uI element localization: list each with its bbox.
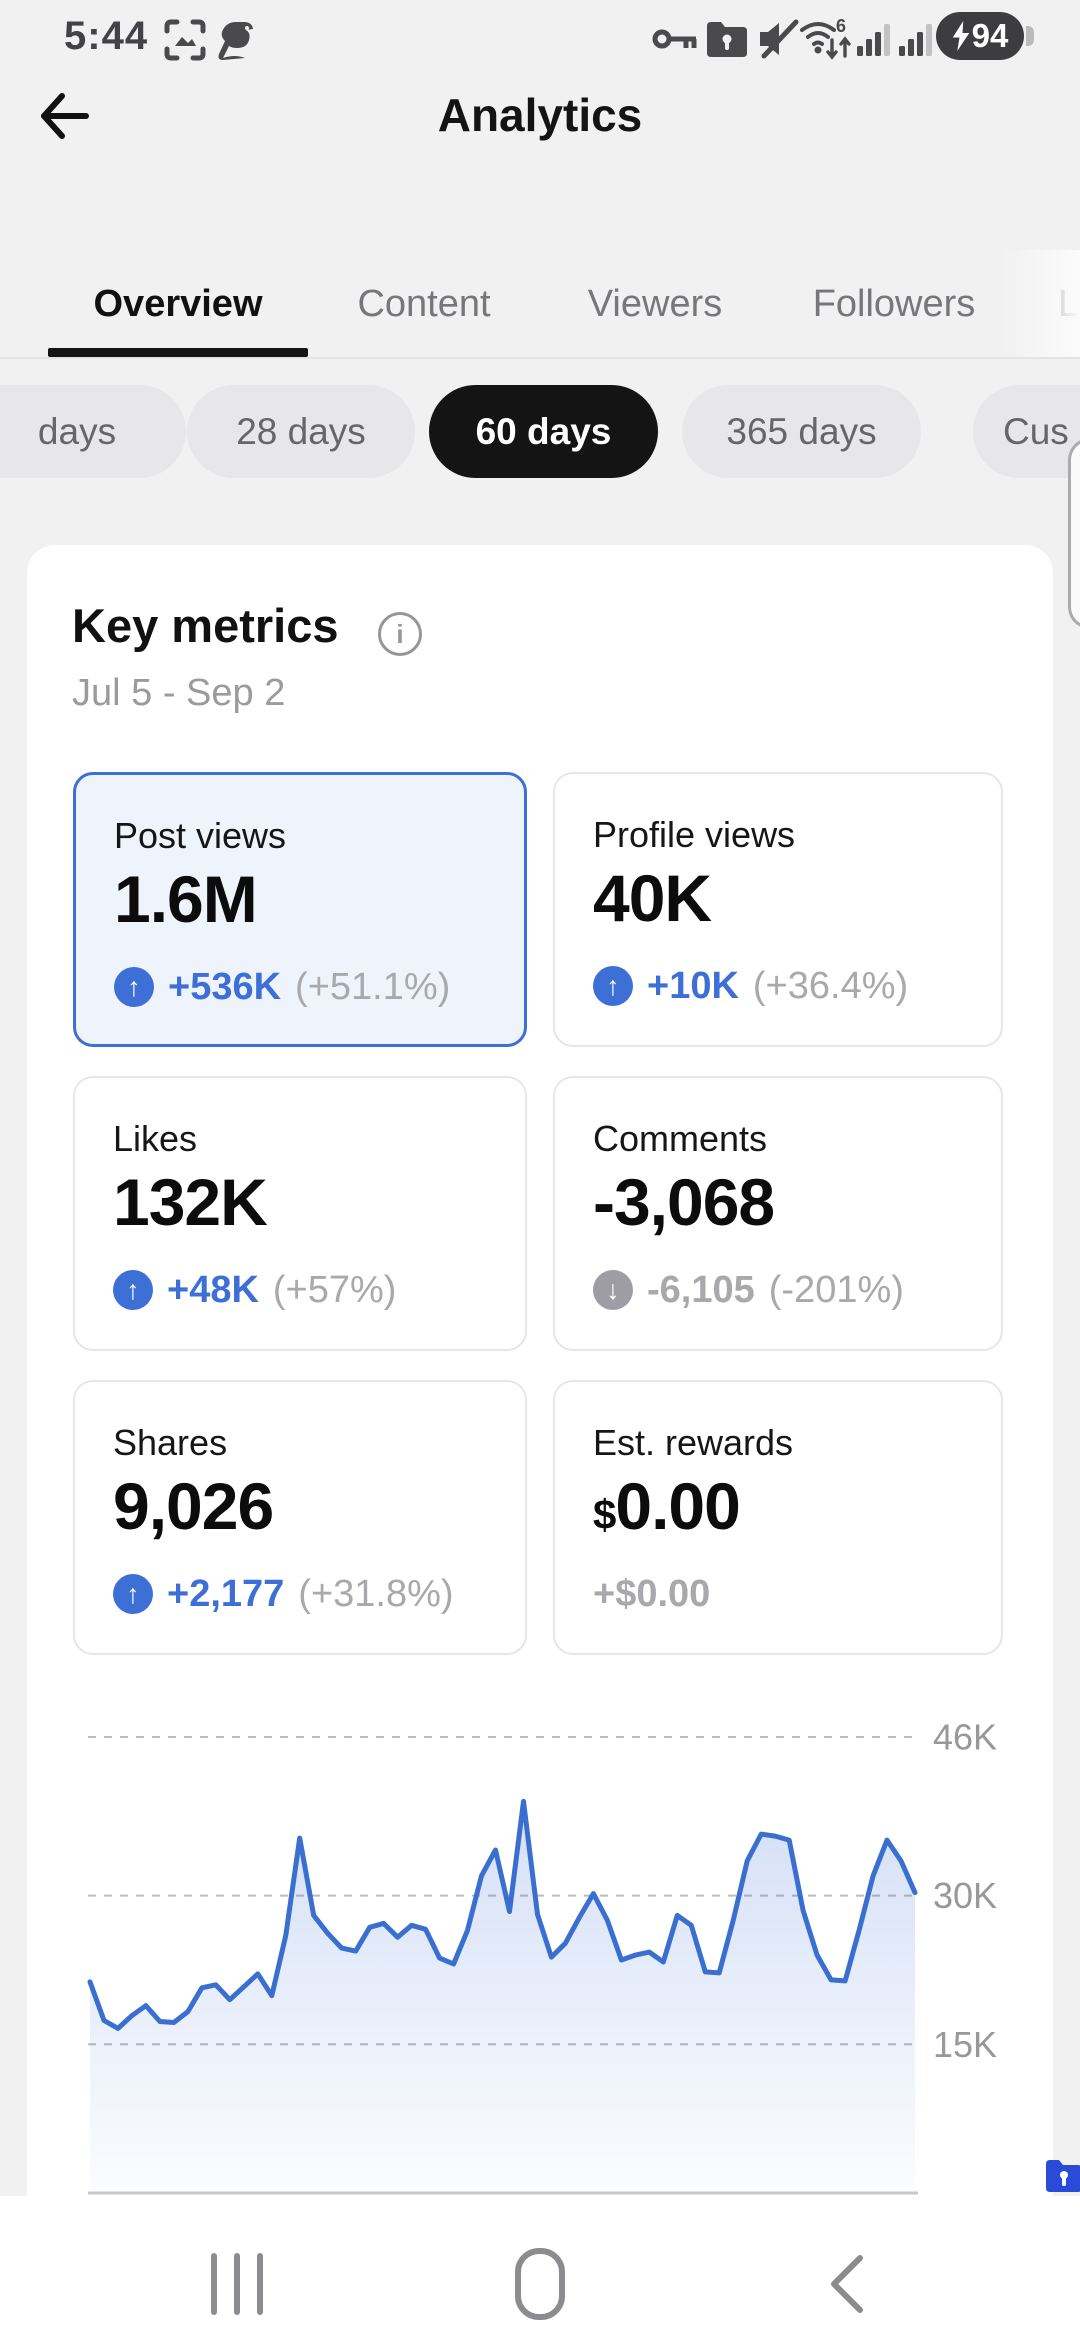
active-tab-underline — [48, 348, 308, 357]
chart-line — [87, 1798, 918, 2031]
metric-value: $0.00 — [593, 1469, 741, 1543]
metric-label: Post views — [114, 815, 287, 856]
metric-delta-row: ↑ +536K (+51.1%) — [114, 965, 450, 1009]
secure-folder-status-icon — [707, 22, 747, 57]
delta-value: +536K — [168, 965, 282, 1008]
delta-percent: (+51.1%) — [295, 965, 451, 1008]
metric-card-post-views[interactable]: Post views 1.6M ↑ +536K (+51.1%) — [73, 772, 527, 1047]
delta-value: +10K — [647, 964, 739, 1007]
tabs-divider — [0, 357, 1080, 359]
metric-value: 132K — [113, 1165, 268, 1239]
wifi6-icon: 6 — [800, 16, 851, 60]
metric-delta-row: +$0.00 — [593, 1572, 710, 1616]
tab-overview[interactable]: Overview — [93, 282, 263, 325]
section-title: Key metrics — [72, 599, 339, 652]
date-range: Jul 5 - Sep 2 — [72, 672, 286, 714]
battery-nub — [1026, 26, 1034, 46]
metric-delta-row: ↑ +2,177 (+31.8%) — [113, 1572, 454, 1616]
delta-percent: (+31.8%) — [298, 1572, 454, 1615]
svg-text:30K: 30K — [933, 1875, 997, 1916]
chip-7-days-partial[interactable]: days — [0, 385, 186, 478]
key-icon — [652, 29, 697, 49]
metric-value: 1.6M — [114, 862, 258, 936]
tabs-edge-fade — [1000, 250, 1080, 357]
svg-text:15K: 15K — [933, 2024, 997, 2065]
battery-indicator: 94 — [936, 12, 1024, 60]
metric-label: Est. rewards — [593, 1422, 794, 1463]
delta-value: -6,105 — [647, 1268, 755, 1311]
chip-60-days[interactable]: 60 days — [429, 385, 658, 478]
charging-bolt-icon — [952, 21, 969, 51]
delta-value: +48K — [167, 1268, 259, 1311]
mute-icon — [760, 19, 799, 59]
metric-label: Comments — [593, 1118, 768, 1159]
metric-card-shares[interactable]: Shares 9,026 ↑ +2,177 (+31.8%) — [73, 1380, 527, 1655]
delta-percent: (-201%) — [768, 1268, 904, 1311]
edge-panel-handle[interactable] — [1068, 438, 1080, 629]
metric-label: Shares — [113, 1422, 228, 1463]
secure-folder-float-icon[interactable] — [1044, 2156, 1080, 2196]
back-arrow-icon — [41, 93, 89, 139]
nav-back-button[interactable] — [824, 2252, 868, 2316]
delta-percent: (+57%) — [272, 1268, 397, 1311]
signal-icon-2 — [899, 24, 932, 56]
trend-down-icon: ↓ — [593, 1270, 633, 1310]
chip-28-days[interactable]: 28 days — [187, 385, 415, 478]
trend-up-icon: ↑ — [593, 966, 633, 1006]
nav-home-button[interactable] — [515, 2248, 565, 2320]
signal-icon — [857, 24, 890, 56]
app-mascot-icon — [218, 22, 253, 60]
chart-area-fill — [90, 1801, 915, 2193]
delta-value: +2,177 — [167, 1572, 285, 1615]
tab-viewers[interactable]: Viewers — [587, 282, 723, 325]
metric-card-est-rewards[interactable]: Est. rewards $0.00 +$0.00 — [553, 1380, 1003, 1655]
battery-percent: 94 — [971, 17, 1009, 54]
trend-up-icon: ↑ — [113, 1574, 153, 1614]
metric-value: 9,026 — [113, 1469, 274, 1543]
svg-text:6: 6 — [836, 16, 846, 36]
nav-recents-button[interactable] — [211, 2253, 263, 2315]
currency-prefix: $ — [593, 1491, 616, 1538]
metric-card-likes[interactable]: Likes 132K ↑ +48K (+57%) — [73, 1076, 527, 1351]
metric-value: -3,068 — [593, 1165, 775, 1239]
svg-text:46K: 46K — [933, 1717, 997, 1758]
metric-card-profile-views[interactable]: Profile views 40K ↑ +10K (+36.4%) — [553, 772, 1003, 1047]
info-icon[interactable]: i — [378, 612, 422, 656]
metric-delta-row: ↑ +48K (+57%) — [113, 1268, 396, 1312]
metric-label: Likes — [113, 1118, 198, 1159]
delta-value: +$0.00 — [593, 1572, 711, 1615]
chart-y-axis-labels: 46K 30K 15K — [933, 1717, 997, 2065]
delta-percent: (+36.4%) — [752, 964, 909, 1007]
metric-card-comments[interactable]: Comments -3,068 ↓ -6,105 (-201%) — [553, 1076, 1003, 1351]
page-title: Analytics — [437, 89, 643, 141]
status-time: 5:44 — [64, 14, 149, 58]
trend-up-icon: ↑ — [113, 1270, 153, 1310]
metric-value: 40K — [593, 861, 712, 935]
tab-followers[interactable]: Followers — [812, 282, 976, 325]
metric-delta-row: ↓ -6,105 (-201%) — [593, 1268, 904, 1312]
metric-grid: Post views 1.6M ↑ +536K (+51.1%) Profile… — [73, 772, 1003, 1655]
metric-delta-row: ↑ +10K (+36.4%) — [593, 964, 908, 1008]
chip-365-days[interactable]: 365 days — [682, 385, 921, 478]
screenshot-icon — [164, 19, 206, 61]
chip-custom-partial[interactable]: Cus — [973, 385, 1080, 478]
tab-content[interactable]: Content — [357, 282, 491, 325]
recents-icon — [211, 2253, 217, 2315]
back-button[interactable] — [32, 84, 96, 148]
key-metrics-chart[interactable]: 46K 30K 15K — [40, 1690, 1040, 2202]
trend-up-icon: ↑ — [114, 967, 154, 1007]
metric-label: Profile views — [593, 814, 796, 855]
